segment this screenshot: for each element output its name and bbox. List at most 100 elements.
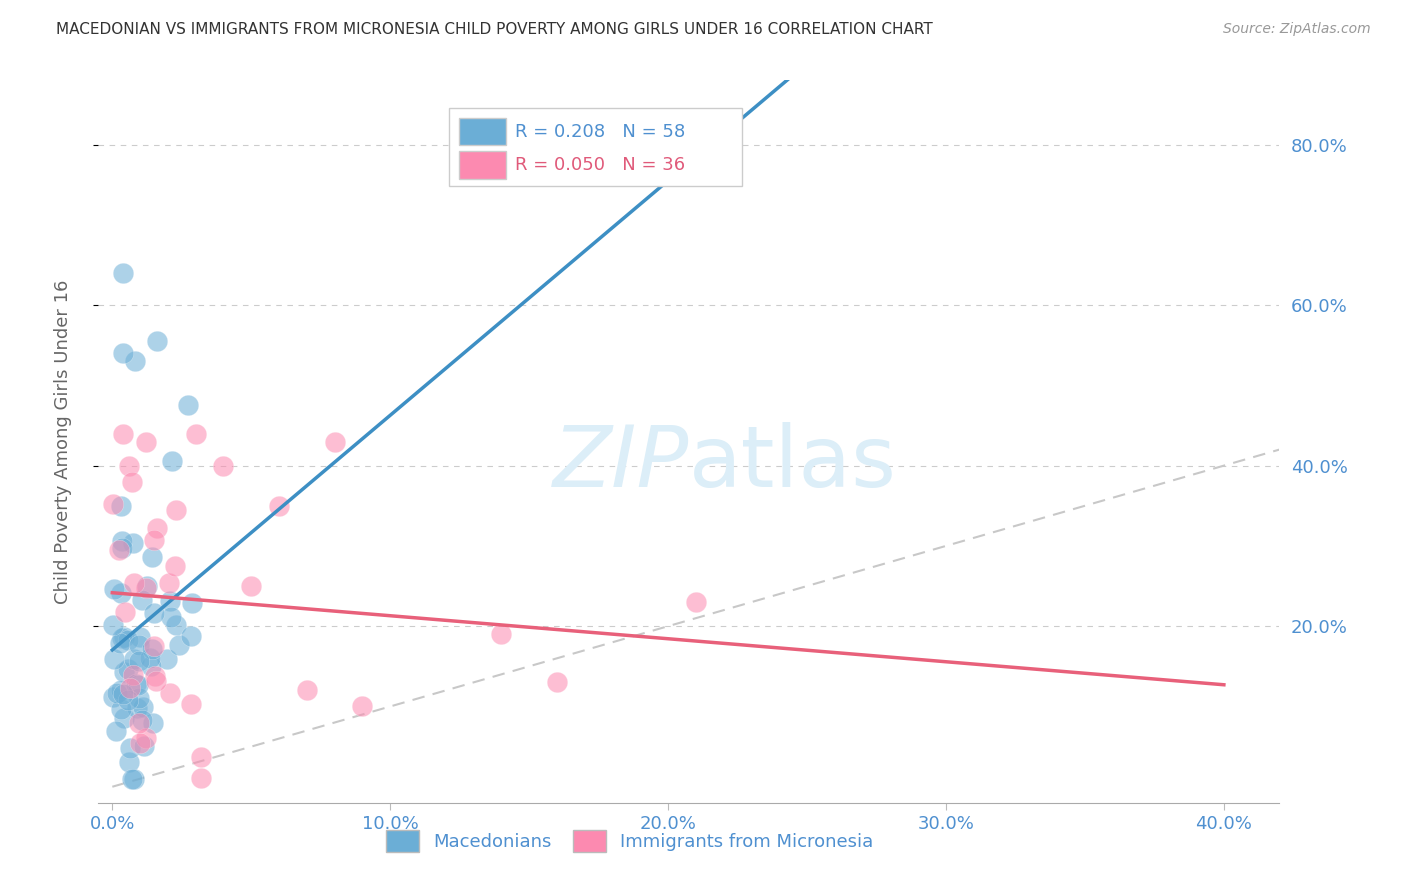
Point (125, 677, 148, 691)
Text: MACEDONIAN VS IMMIGRANTS FROM MICRONESIA CHILD POVERTY AMONG GIRLS UNDER 16 CORR: MACEDONIAN VS IMMIGRANTS FROM MICRONESIA… (56, 22, 934, 37)
Point (160, 453, 183, 467)
Point (142, 715, 165, 730)
Point (110, 683, 132, 698)
Point (180, 596, 202, 610)
Point (143, 640, 166, 654)
Point (103, 618, 125, 632)
Point (122, 772, 145, 786)
Point (143, 669, 166, 683)
Point (127, 678, 149, 692)
Point (143, 533, 166, 547)
Point (128, 654, 150, 668)
Point (111, 541, 134, 555)
Point (145, 673, 167, 688)
Point (118, 458, 141, 473)
Point (111, 533, 134, 548)
Point (112, 266, 135, 280)
Point (129, 736, 152, 750)
Point (546, 675, 568, 690)
Point (135, 579, 157, 593)
Point (118, 756, 141, 770)
Point (104, 724, 127, 739)
Point (160, 610, 183, 624)
Point (122, 668, 145, 682)
Point (212, 458, 235, 473)
Point (165, 502, 187, 516)
Point (323, 434, 346, 449)
Point (114, 605, 136, 619)
Point (118, 681, 141, 695)
Legend: Macedonians, Immigrants from Micronesia: Macedonians, Immigrants from Micronesia (380, 822, 880, 859)
Point (131, 593, 153, 607)
Text: Source: ZipAtlas.com: Source: ZipAtlas.com (1223, 22, 1371, 37)
Point (135, 731, 157, 745)
Point (117, 662, 139, 676)
Point (117, 632, 139, 647)
Point (124, 354, 146, 368)
Point (157, 576, 180, 591)
Y-axis label: Child Poverty Among Girls Under 16: Child Poverty Among Girls Under 16 (53, 279, 72, 604)
Point (169, 638, 191, 652)
Point (685, 595, 707, 609)
Point (491, 627, 513, 641)
Point (118, 740, 141, 755)
Point (165, 558, 187, 573)
Point (111, 687, 134, 701)
Point (105, 685, 128, 699)
Point (177, 398, 200, 412)
Point (180, 629, 202, 643)
Point (112, 665, 135, 679)
Point (132, 739, 155, 754)
Text: R = 0.208   N = 58: R = 0.208 N = 58 (516, 122, 686, 141)
Point (110, 702, 132, 716)
Text: R = 0.050   N = 36: R = 0.050 N = 36 (516, 156, 686, 174)
FancyBboxPatch shape (449, 109, 742, 186)
Point (131, 713, 153, 727)
Point (125, 701, 148, 715)
FancyBboxPatch shape (458, 151, 506, 178)
Point (101, 690, 124, 704)
FancyBboxPatch shape (458, 118, 506, 145)
Point (110, 499, 132, 513)
Point (101, 497, 124, 511)
Point (128, 716, 150, 731)
Point (295, 683, 318, 698)
Point (165, 618, 187, 632)
Point (142, 606, 165, 620)
Point (128, 639, 150, 653)
Point (180, 697, 202, 711)
Point (184, 426, 207, 441)
Point (190, 771, 212, 785)
Point (107, 542, 129, 557)
Point (128, 690, 150, 705)
Point (139, 659, 162, 673)
Point (111, 631, 134, 645)
Point (122, 575, 145, 590)
Point (121, 772, 143, 786)
Point (122, 651, 145, 665)
Point (112, 711, 135, 725)
Point (141, 642, 163, 657)
Point (141, 550, 163, 565)
Point (112, 426, 135, 441)
Point (108, 635, 131, 649)
Point (135, 581, 157, 595)
Point (146, 334, 169, 348)
Point (159, 594, 181, 608)
Point (159, 685, 181, 699)
Point (103, 652, 125, 666)
Point (112, 346, 135, 360)
Point (132, 699, 155, 714)
Point (138, 650, 160, 665)
Point (190, 749, 212, 764)
Point (121, 536, 143, 550)
Point (156, 652, 179, 666)
Point (129, 630, 152, 644)
Point (267, 499, 290, 513)
Point (110, 586, 132, 600)
Text: atlas: atlas (689, 422, 897, 505)
Point (135, 434, 157, 449)
Point (117, 693, 139, 707)
Point (112, 630, 135, 644)
Text: ZIP: ZIP (553, 422, 689, 505)
